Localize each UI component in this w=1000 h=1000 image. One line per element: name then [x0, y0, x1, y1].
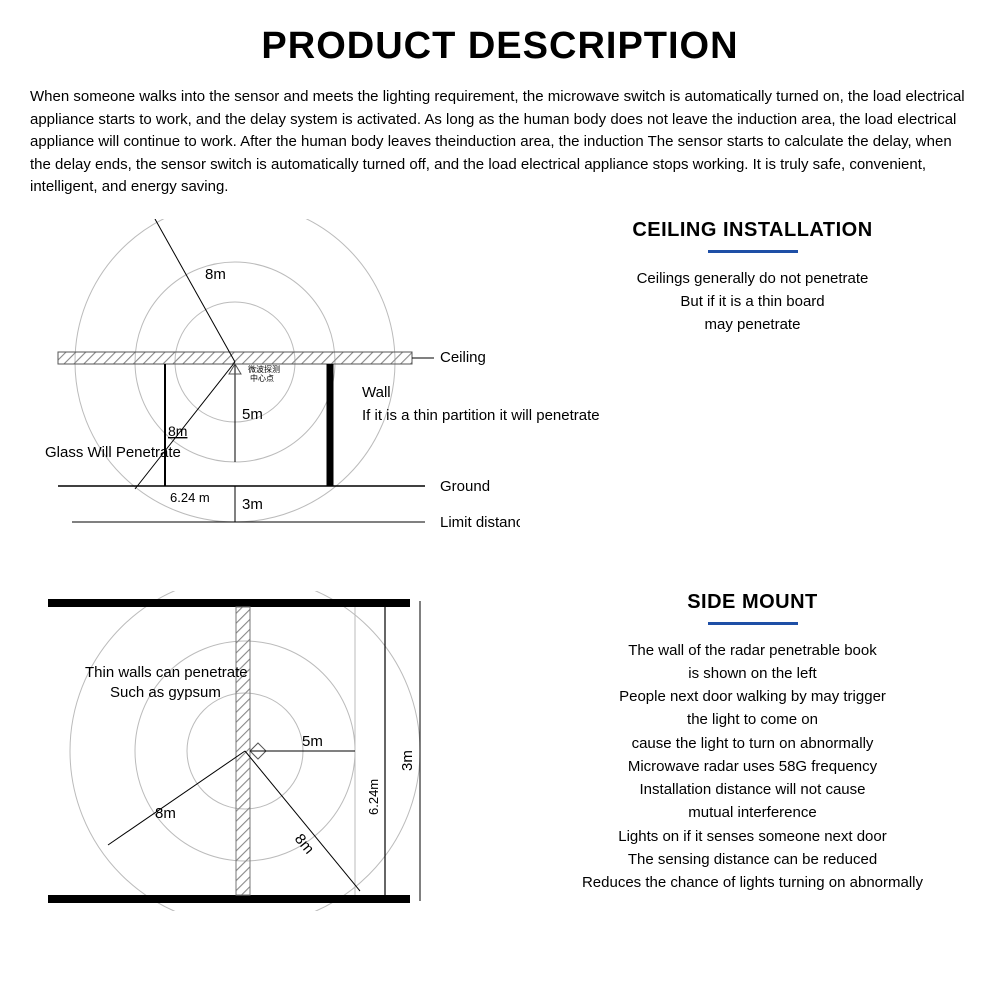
label-ceiling: Ceiling: [440, 349, 486, 366]
side-line-2: People next door walking by may trigger: [535, 685, 970, 708]
side-3m: 3m: [399, 750, 416, 771]
ceiling-section: 8m 8m 5m 3m 6.24 m 微波探测 中心点: [30, 219, 970, 576]
tiny-label-1: 微波探测: [248, 364, 280, 374]
ceiling-line-2: may penetrate: [535, 313, 970, 336]
label-624: 6.24 m: [170, 490, 210, 505]
side-624: 6.24m: [366, 778, 381, 814]
label-5m: 5m: [242, 406, 263, 423]
label-wall: Wall: [362, 384, 391, 401]
page-title: PRODUCT DESCRIPTION: [30, 25, 970, 68]
side-diagram: 8m 8m 5m 6.24m 3m Thin walls can penetra…: [30, 591, 520, 911]
side-line-7: mutual interference: [535, 801, 970, 824]
side-8m-left: 8m: [155, 805, 176, 822]
side-line-5: Microwave radar uses 58G frequency: [535, 755, 970, 778]
side-line-0: The wall of the radar penetrable book: [535, 639, 970, 662]
ceiling-heading: CEILING INSTALLATION: [535, 219, 970, 242]
label-8m-lower: 8m: [168, 423, 187, 439]
side-line-6: Installation distance will not cause: [535, 778, 970, 801]
side-heading: SIDE MOUNT: [535, 591, 970, 614]
label-limit: Limit distance (8m): [440, 514, 520, 531]
ceiling-underline: [708, 250, 798, 253]
side-line-9: The sensing distance can be reduced: [535, 848, 970, 871]
side-line-1: is shown on the left: [535, 662, 970, 685]
intro-paragraph: When someone walks into the sensor and m…: [30, 86, 970, 199]
side-line-3: the light to come on: [535, 708, 970, 731]
side-5m: 5m: [302, 733, 323, 750]
side-line-10: Reduces the chance of lights turning on …: [535, 871, 970, 894]
side-section: 8m 8m 5m 6.24m 3m Thin walls can penetra…: [30, 591, 970, 911]
wall-note: If it is a thin partition it will penetr…: [362, 407, 712, 424]
tiny-label-2: 中心点: [250, 373, 274, 383]
label-8m-upper: 8m: [205, 266, 226, 283]
label-ground: Ground: [440, 478, 490, 495]
label-3m: 3m: [242, 496, 263, 513]
label-glass: Glass Will Penetrate: [45, 444, 181, 461]
side-line-8: Lights on if it senses someone next door: [535, 825, 970, 848]
side-thin1: Thin walls can penetrate: [85, 664, 248, 681]
side-underline: [708, 622, 798, 625]
ceiling-line-0: Ceilings generally do not penetrate: [535, 267, 970, 290]
side-thin2: Such as gypsum: [110, 684, 221, 701]
ceiling-diagram: 8m 8m 5m 3m 6.24 m 微波探测 中心点: [30, 219, 520, 576]
ceiling-line-1: But if it is a thin board: [535, 290, 970, 313]
side-line-4: cause the light to turn on abnormally: [535, 732, 970, 755]
